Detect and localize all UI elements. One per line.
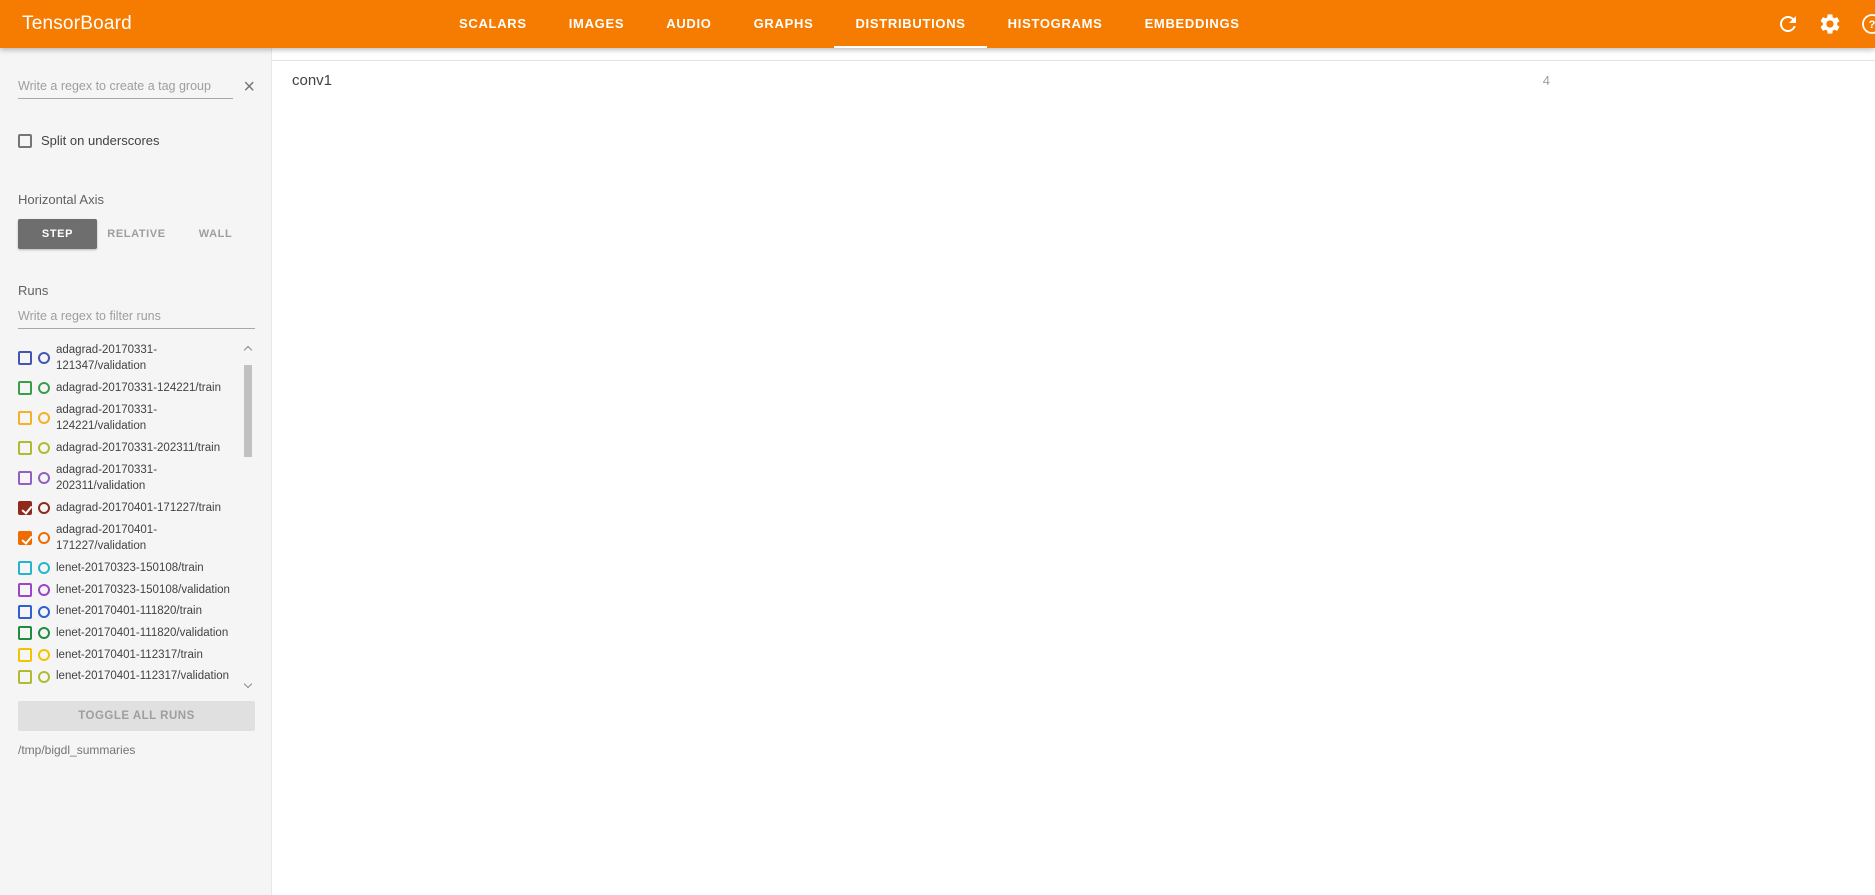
run-name: lenet-20170401-112317/validation xyxy=(56,670,230,683)
axis-mode-relative[interactable]: RELATIVE xyxy=(97,219,176,249)
main-content: conv1 4 xyxy=(272,48,1875,895)
tab-distributions[interactable]: DISTRIBUTIONS xyxy=(834,0,987,48)
refresh-icon[interactable] xyxy=(1776,12,1800,36)
tab-graphs[interactable]: GRAPHS xyxy=(753,16,814,31)
app-logo: TensorBoard xyxy=(22,13,132,34)
split-underscores-checkbox[interactable] xyxy=(18,133,32,148)
run-item[interactable]: adagrad-20170331-202311/validation xyxy=(18,459,243,497)
chart-grid xyxy=(272,99,1875,123)
axis-mode-wall[interactable]: WALL xyxy=(176,219,255,249)
run-item[interactable]: lenet-20170401-112317/validation xyxy=(18,666,243,688)
run-checkbox[interactable] xyxy=(18,411,32,426)
run-item[interactable]: lenet-20170401-111820/validation xyxy=(18,622,243,644)
toggle-all-runs-button[interactable]: TOGGLE ALL RUNS xyxy=(18,701,255,731)
run-name: lenet-20170401-112317/train xyxy=(56,648,203,661)
run-color-ring xyxy=(38,382,50,395)
tab-images[interactable]: IMAGES xyxy=(568,16,625,31)
run-color-ring xyxy=(38,627,50,640)
category-header[interactable]: conv1 4 xyxy=(272,61,1570,99)
nav-tabs: SCALARS IMAGES AUDIO GRAPHS DISTRIBUTIONS HIS… xyxy=(438,0,1261,48)
log-directory-path: /tmp/bigdl_summaries xyxy=(18,743,136,757)
axis-mode-step[interactable]: STEP xyxy=(18,219,97,249)
run-name: adagrad-20170331-124221/validation xyxy=(56,403,158,433)
run-checkbox[interactable] xyxy=(18,351,32,366)
tag-group-row: × xyxy=(18,74,255,99)
runs-list: adagrad-20170331-121347/validation adagra… xyxy=(18,339,243,687)
run-name: adagrad-20170331-202311/train xyxy=(56,441,221,454)
run-color-ring xyxy=(38,502,50,515)
run-name: lenet-20170401-111820/validation xyxy=(56,626,229,639)
run-checkbox[interactable] xyxy=(18,531,32,546)
run-item[interactable]: adagrad-20170331-121347/validation xyxy=(18,339,243,377)
axis-mode-group: STEP RELATIVE WALL xyxy=(18,219,255,249)
run-item[interactable]: lenet-20170323-150108/train xyxy=(18,557,243,579)
run-checkbox[interactable] xyxy=(18,471,32,486)
run-item[interactable]: adagrad-20170401-171227/train xyxy=(18,497,243,519)
runs-scrollbar[interactable] xyxy=(243,339,255,695)
help-icon[interactable]: ? xyxy=(1860,12,1875,36)
settings-gear-icon[interactable] xyxy=(1818,12,1842,36)
run-color-ring xyxy=(38,532,50,545)
runs-label: Runs xyxy=(18,283,49,298)
run-name: adagrad-20170331-202311/validation xyxy=(56,463,158,493)
runs-filter-input[interactable] xyxy=(18,304,255,329)
svg-text:?: ? xyxy=(1869,19,1875,31)
run-checkbox[interactable] xyxy=(18,647,32,662)
run-color-ring xyxy=(38,605,50,618)
run-color-ring xyxy=(38,442,50,455)
category-conv1: conv1 4 xyxy=(272,60,1875,123)
header-actions: ? xyxy=(1767,0,1875,48)
run-name: lenet-20170323-150108/validation xyxy=(56,583,230,596)
run-checkbox[interactable] xyxy=(18,501,32,516)
scroll-down-icon[interactable] xyxy=(243,679,253,689)
run-checkbox[interactable] xyxy=(18,561,32,576)
run-color-ring xyxy=(38,412,50,425)
run-checkbox[interactable] xyxy=(18,381,32,396)
run-item[interactable]: lenet-20170323-150108/validation xyxy=(18,579,243,601)
run-checkbox[interactable] xyxy=(18,669,32,684)
scrollbar-thumb[interactable] xyxy=(244,365,252,457)
tag-group-regex-input[interactable] xyxy=(18,74,234,99)
run-item[interactable]: adagrad-20170331-202311/train xyxy=(18,437,243,459)
tab-histograms[interactable]: HISTOGRAMS xyxy=(1007,16,1103,31)
app-header: TensorBoard SCALARS IMAGES AUDIO GRAPHS DIST… xyxy=(0,0,1875,48)
run-name: adagrad-20170331-121347/validation xyxy=(56,343,158,373)
tab-audio[interactable]: AUDIO xyxy=(666,16,712,31)
horizontal-axis-label: Horizontal Axis xyxy=(18,192,104,207)
run-color-ring xyxy=(38,562,50,575)
run-item[interactable]: adagrad-20170401-171227/validation xyxy=(18,519,243,557)
run-color-ring xyxy=(38,352,50,365)
scroll-up-icon[interactable] xyxy=(243,345,253,355)
run-item[interactable]: adagrad-20170331-124221/train xyxy=(18,377,243,399)
split-underscores-option[interactable]: Split on underscores xyxy=(18,133,255,148)
run-color-ring xyxy=(38,670,50,683)
sidebar: × Split on underscores Horizontal Axis S… xyxy=(0,48,272,895)
sections: conv1 4 xyxy=(272,60,1875,123)
split-underscores-label: Split on underscores xyxy=(41,133,160,148)
run-checkbox[interactable] xyxy=(18,441,32,456)
run-color-ring xyxy=(38,583,50,596)
tab-embeddings[interactable]: EMBEDDINGS xyxy=(1144,16,1240,31)
category-count: 4 xyxy=(1542,72,1550,88)
runs-list-container: adagrad-20170331-121347/validation adagra… xyxy=(18,339,255,695)
run-name: adagrad-20170401-171227/train xyxy=(56,501,221,514)
run-item[interactable]: adagrad-20170331-124221/validation xyxy=(18,399,243,437)
run-item[interactable]: lenet-20170401-111820/train xyxy=(18,601,243,623)
run-name: lenet-20170323-150108/train xyxy=(56,561,204,574)
run-name: adagrad-20170401-171227/validation xyxy=(56,523,158,553)
run-name: lenet-20170401-111820/train xyxy=(56,605,202,618)
run-color-ring xyxy=(38,472,50,485)
run-checkbox[interactable] xyxy=(18,604,32,619)
category-title: conv1 xyxy=(292,71,333,89)
run-color-ring xyxy=(38,648,50,661)
run-name: adagrad-20170331-124221/train xyxy=(56,381,221,394)
run-checkbox[interactable] xyxy=(18,582,32,597)
close-icon[interactable]: × xyxy=(243,75,255,98)
run-item[interactable]: lenet-20170401-112317/train xyxy=(18,644,243,666)
tab-scalars[interactable]: SCALARS xyxy=(459,16,527,31)
run-checkbox[interactable] xyxy=(18,626,32,641)
